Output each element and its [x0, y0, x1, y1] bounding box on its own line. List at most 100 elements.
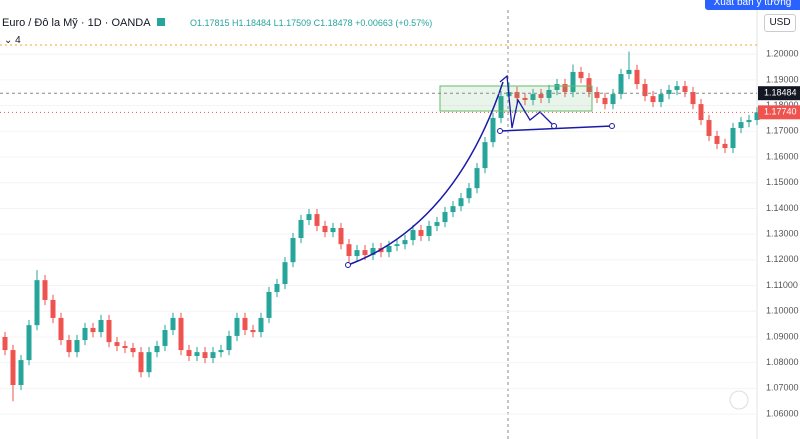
candle-body	[682, 86, 688, 93]
candle-body	[554, 84, 560, 90]
candle-body	[314, 214, 320, 226]
y-tick-label: 1.20000	[766, 49, 799, 59]
y-tick-label: 1.07000	[766, 383, 799, 393]
symbol-legend: Euro / Đô la Mỹ · 1D · OANDA	[2, 17, 166, 29]
candle-body	[610, 94, 616, 105]
last-price-tag	[758, 105, 800, 120]
candle-body	[18, 360, 24, 386]
candle-body	[738, 122, 744, 128]
candle-body	[746, 120, 752, 123]
candle-body	[658, 94, 664, 103]
price-axis: 1.06000 1.07000 1.08000 1.09000 1.10000 1.110…	[766, 49, 799, 419]
candle-body	[146, 352, 152, 373]
handle	[609, 123, 615, 129]
candle-body	[498, 96, 504, 118]
crosshair-price-tag	[758, 86, 800, 101]
candle-body	[74, 340, 80, 353]
candle-body	[690, 92, 696, 105]
candle-body	[170, 317, 176, 331]
candle-body	[138, 352, 144, 373]
interval: 1D	[87, 17, 102, 29]
candle-body	[466, 188, 472, 199]
y-tick-label: 1.18000	[766, 100, 799, 110]
candle-body	[34, 280, 40, 326]
candle-body	[106, 319, 112, 343]
candle-body	[490, 117, 496, 143]
candle-body	[586, 78, 592, 93]
handle	[497, 128, 503, 134]
candle-body	[634, 69, 640, 85]
candle-body	[346, 244, 352, 256]
handle	[345, 262, 351, 268]
candle-body	[2, 336, 8, 351]
candle-body	[218, 350, 224, 353]
scroll-button[interactable]	[729, 390, 749, 410]
candle-body	[426, 225, 432, 236]
candle-body	[298, 220, 304, 239]
candle-body	[722, 143, 728, 149]
candle-body	[602, 97, 608, 105]
y-tick-label: 1.10000	[766, 306, 799, 316]
candle-body	[338, 227, 344, 245]
candle-body	[482, 142, 488, 169]
trend-line	[499, 125, 613, 132]
candle-body	[410, 230, 416, 241]
candles	[2, 51, 760, 402]
candle-body	[474, 168, 480, 189]
y-tick-label: 1.08000	[766, 357, 799, 367]
candle-body	[642, 84, 648, 97]
candle-body	[266, 291, 272, 318]
candle-body	[186, 350, 192, 356]
candle-body	[90, 327, 96, 333]
candle-body	[706, 120, 712, 136]
currency-button[interactable]: USD	[764, 14, 796, 32]
y-tick-label: 1.13000	[766, 229, 799, 239]
y-tick-label: 1.12000	[766, 254, 799, 264]
candle-body	[594, 92, 600, 98]
candle-body	[394, 244, 400, 246]
y-tick-label: 1.16000	[766, 151, 799, 161]
candle-body	[450, 206, 456, 213]
candle-body	[514, 92, 520, 98]
candle-body	[258, 317, 264, 333]
y-tick-label: 1.19000	[766, 74, 799, 84]
candle-body	[58, 317, 64, 341]
y-tick-label: 1.15000	[766, 177, 799, 187]
candle-body	[50, 299, 56, 318]
candle-body	[162, 330, 168, 346]
handle	[551, 123, 557, 129]
publish-button[interactable]: Xuất bản ý tưởng	[705, 0, 800, 10]
candle-body	[754, 112, 760, 121]
status-icon	[157, 18, 166, 26]
candle-body	[250, 330, 256, 333]
y-tick-label: 1.17000	[766, 126, 799, 136]
candle-body	[618, 74, 624, 95]
symbol: Euro / Đô la Mỹ	[2, 17, 78, 29]
candle-body	[530, 94, 536, 100]
y-tick-label: 1.11000	[766, 280, 798, 290]
candle-body	[242, 317, 248, 331]
candle-body	[714, 135, 720, 144]
candle-body	[194, 352, 200, 356]
y-tick-label: 1.14000	[766, 203, 799, 213]
indicators-toggle[interactable]: ⌄ 4	[4, 35, 21, 46]
candle-body	[562, 84, 568, 93]
candle-body	[122, 345, 128, 349]
drawings	[345, 74, 615, 268]
indicator-count: 4	[15, 35, 21, 46]
candle-body	[82, 327, 88, 341]
curve-drawing	[347, 81, 504, 266]
candle-body	[26, 325, 32, 361]
candle-body	[210, 352, 216, 359]
candle-body	[330, 227, 336, 233]
grid	[0, 53, 757, 415]
candle-body	[674, 86, 680, 90]
candle-body	[226, 335, 232, 351]
ohlc-values: O1.17815 H1.18484 L1.17509 C1.18478 +0.0…	[190, 18, 433, 28]
exchange: OANDA	[111, 17, 150, 29]
candle-body	[290, 238, 296, 263]
candle-body	[458, 198, 464, 207]
